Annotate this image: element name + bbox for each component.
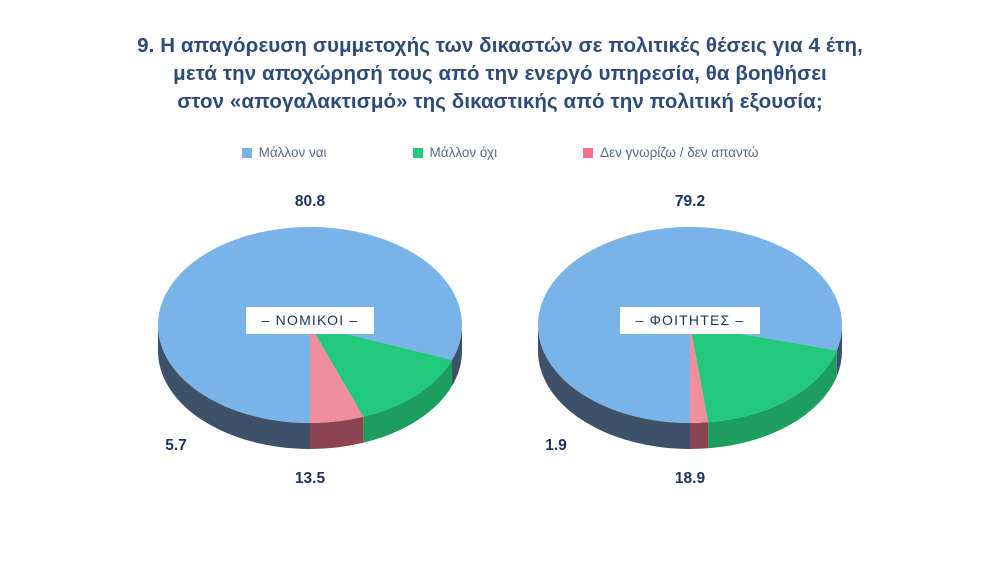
pie-value-label-mallon-nai: 80.8 (294, 193, 326, 210)
pie-slice-top-Δεν γνωρίζω / δεν απαντώ[interactable] (690, 325, 709, 423)
title-line-2: μετά την αποχώρησή τους από την ενεργό υ… (173, 62, 827, 85)
pie-slice-side-Μάλλον όχι (708, 350, 837, 449)
pie-slice-side-Δεν γνωρίζω / δεν απαντώ (310, 416, 364, 449)
legend-item-label: Μάλλον ναι (258, 145, 327, 160)
legend-item-mallon-nai[interactable]: Μάλλον ναι (241, 145, 327, 160)
pie-slice-side-Μάλλον ναι (158, 325, 310, 449)
pie-3d-group-0 (158, 227, 462, 449)
pie-chart-nomikoi-svg (158, 227, 462, 449)
pie-chart-nomikoi: 80.8 13.5 5.7 – ΝΟΜΙΚΟΙ – (120, 185, 500, 515)
pie-value-label-den-gnorizo: 5.7 (165, 437, 187, 454)
pie-slice-side-Μάλλον όχι (363, 359, 453, 443)
title-line-3: στον «απογαλακτισμό» της δικαστικής από … (177, 90, 823, 113)
pie-value-label-mallon-nai: 79.2 (674, 193, 706, 210)
pie-chart-foitites: 79.2 18.9 1.9 – ΦΟΙΤΗΤΕΣ – (500, 185, 880, 515)
pie-slice-top-Μάλλον όχι[interactable] (310, 325, 453, 417)
legend-item-den-gnorizo[interactable]: Δεν γνωρίζω / δεν απαντώ (583, 146, 758, 160)
pie-value-label-mallon-ochi: 13.5 (294, 470, 326, 487)
pie-slice-side-Μάλλον ναι (452, 325, 462, 386)
legend-item-mallon-ochi[interactable]: Μάλλον όχι (412, 145, 498, 160)
pie-slice-top-Δεν γνωρίζω / δεν απαντώ[interactable] (310, 325, 364, 423)
pie-slice-top-Μάλλον όχι[interactable] (690, 325, 837, 423)
chart-legend: Μάλλον ναι Μάλλον όχι Δεν γνωρίζω / δεν … (0, 146, 1000, 160)
legend-swatch-icon (241, 147, 252, 158)
pie-slice-side-Μάλλον ναι (538, 325, 690, 449)
legend-swatch-icon (412, 147, 423, 158)
pie-value-label-den-gnorizo: 1.9 (545, 437, 567, 454)
legend-swatch-icon (583, 147, 594, 158)
pie-slice-side-Δεν γνωρίζω / δεν απαντώ (690, 422, 709, 449)
pie-slice-side-Μάλλον ναι (836, 325, 842, 377)
charts-row: 80.8 13.5 5.7 – ΝΟΜΙΚΟΙ – 79.2 18.9 1.9 … (0, 185, 1000, 515)
title-line-1: 9. Η απαγόρευση συμμετοχής των δικαστών … (137, 34, 863, 57)
pie-3d-group-1 (538, 227, 842, 449)
page-title: 9. Η απαγόρευση συμμετοχής των δικαστών … (70, 32, 930, 116)
pie-chart-foitites-svg (538, 227, 842, 449)
pie-value-label-mallon-ochi: 18.9 (674, 470, 706, 487)
legend-item-label: Δεν γνωρίζω / δεν απαντώ (600, 145, 759, 160)
legend-item-label: Μάλλον όχι (429, 145, 498, 160)
